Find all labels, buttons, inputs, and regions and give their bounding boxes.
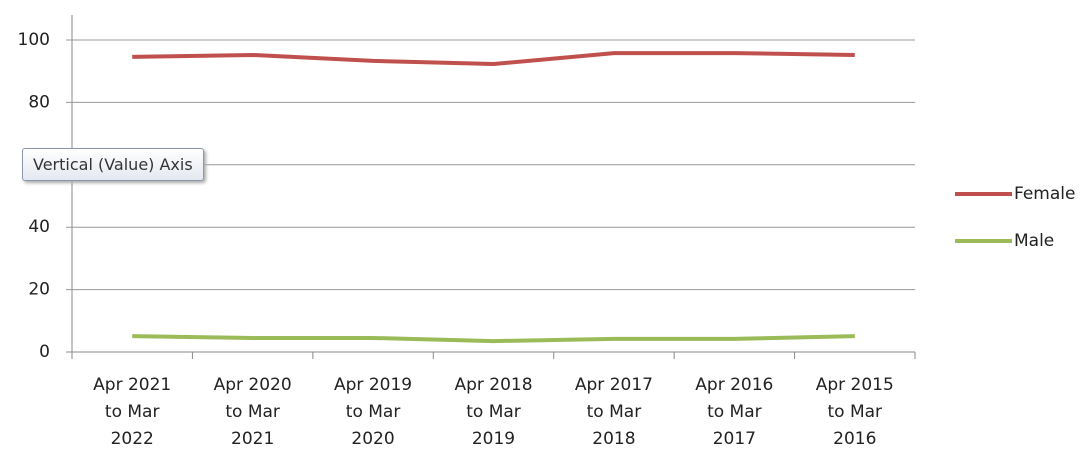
x-tick-label: Apr 2015 to Mar 2016	[815, 375, 894, 449]
y-tick-label: 20	[28, 280, 50, 300]
line-series	[132, 334, 855, 344]
x-tick-label: Apr 2019 to Mar 2020	[334, 375, 413, 449]
y-tick-label: 40	[28, 217, 50, 237]
y-tick-label: 100	[18, 30, 50, 50]
line-series	[132, 51, 855, 67]
legend-label: Male	[1014, 231, 1054, 251]
legend-label: Female	[1014, 184, 1075, 204]
y-tick-label: 80	[28, 92, 50, 112]
x-tick-label: Apr 2017 to Mar 2018	[574, 375, 653, 449]
y-tick-label: 0	[39, 342, 50, 362]
x-tick-label: Apr 2016 to Mar 2017	[695, 375, 774, 449]
x-tick-label: Apr 2018 to Mar 2019	[454, 375, 533, 449]
x-tick-label: Apr 2020 to Mar 2021	[213, 375, 292, 449]
x-tick-label: Apr 2021 to Mar 2022	[93, 375, 172, 449]
tooltip: Vertical (Value) Axis	[22, 148, 204, 181]
